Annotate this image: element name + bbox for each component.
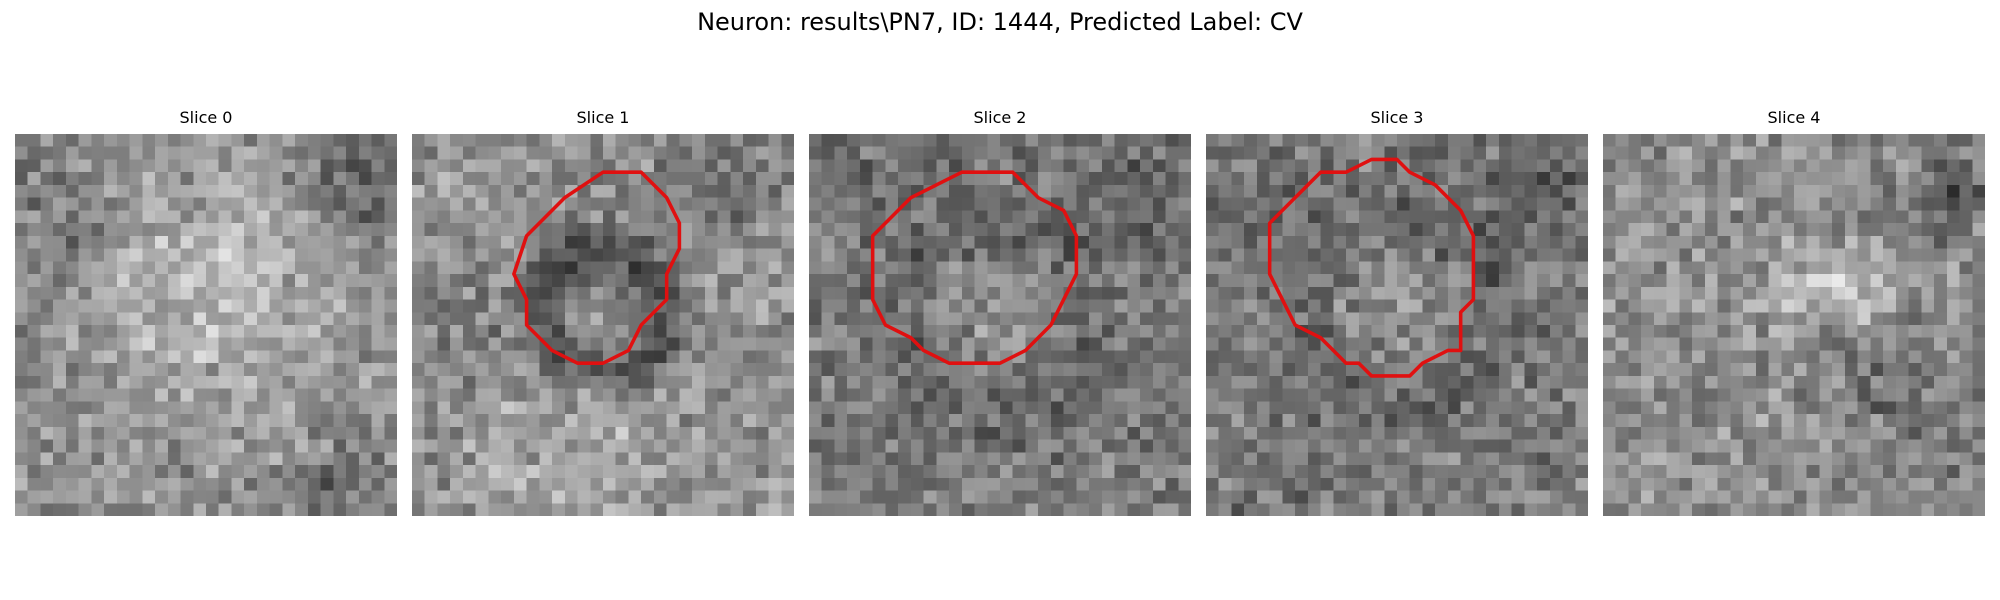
- slice-image-frame: [1206, 134, 1588, 516]
- slice-panel-4: Slice 4: [1603, 108, 1985, 516]
- slice-panel-0: Slice 0: [15, 108, 397, 516]
- slice-panel-3: Slice 3: [1206, 108, 1588, 516]
- slice-image: [809, 134, 1191, 516]
- slice-image: [1206, 134, 1588, 516]
- slice-image: [15, 134, 397, 516]
- slice-title: Slice 2: [973, 108, 1027, 127]
- slice-image-frame: [412, 134, 794, 516]
- slice-image-frame: [15, 134, 397, 516]
- slice-title: Slice 0: [179, 108, 233, 127]
- slice-panel-2: Slice 2: [809, 108, 1191, 516]
- slice-title: Slice 4: [1767, 108, 1821, 127]
- slice-panel-1: Slice 1: [412, 108, 794, 516]
- slice-title: Slice 3: [1370, 108, 1424, 127]
- slice-title: Slice 1: [576, 108, 630, 127]
- figure-title: Neuron: results\PN7, ID: 1444, Predicted…: [697, 8, 1303, 36]
- slice-image-frame: [809, 134, 1191, 516]
- slice-image: [412, 134, 794, 516]
- slice-image-frame: [1603, 134, 1985, 516]
- slice-image: [1603, 134, 1985, 516]
